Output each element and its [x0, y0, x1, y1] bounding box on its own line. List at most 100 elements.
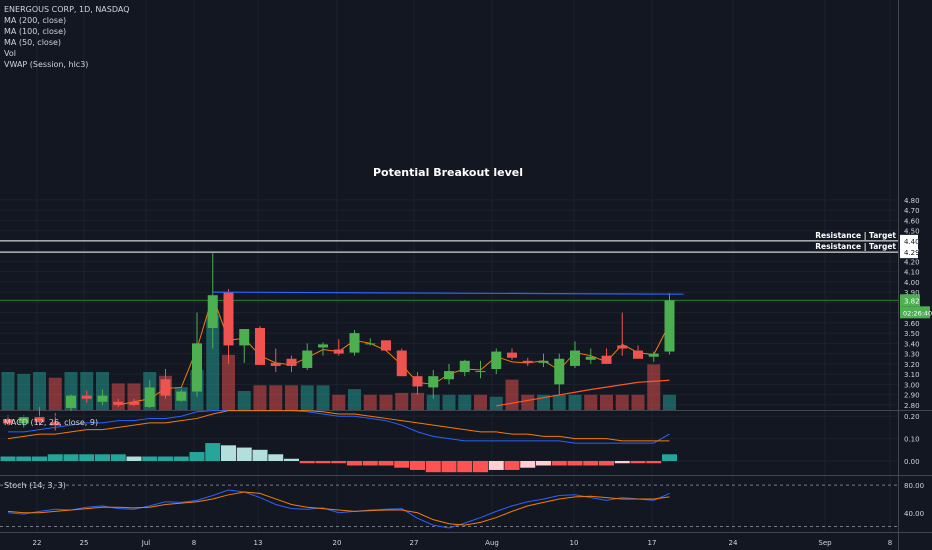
volume-bar	[332, 394, 346, 410]
time-tick-label: 20	[333, 539, 342, 547]
countdown-box	[900, 306, 930, 319]
candle-body	[223, 292, 234, 346]
time-tick-label: 8	[888, 539, 892, 547]
macd-histogram-bar	[236, 447, 252, 461]
candle-body	[522, 360, 533, 363]
macd-histogram-bar	[630, 461, 646, 464]
resistance-label: Resistance | Target	[815, 242, 896, 252]
macd-histogram-bar	[394, 461, 410, 468]
time-tick-label: 17	[648, 539, 657, 547]
candle-body	[459, 360, 470, 373]
price-tick-label: 2.90	[904, 392, 920, 400]
candle-body	[66, 395, 76, 408]
macd-histogram-bar	[331, 461, 347, 464]
legend-symbol: ENERGOUS CORP, 1D, NASDAQ	[4, 5, 130, 14]
candle-body	[664, 300, 675, 352]
volume-bar	[48, 377, 62, 410]
volume-bar	[552, 394, 566, 410]
candle-body	[365, 343, 376, 345]
candle-body	[34, 417, 45, 423]
macd-histogram-bar	[79, 454, 95, 461]
volume-bar	[127, 383, 141, 410]
volume-bar	[363, 394, 377, 410]
stoch-k-line	[7, 489, 670, 529]
macd-histogram-bar	[614, 461, 630, 464]
macd-histogram-bar	[16, 456, 32, 461]
resistance-label: Resistance | Target	[815, 231, 896, 241]
volume-bar	[426, 394, 440, 410]
candle-body	[239, 329, 250, 346]
price-tick-label: 2.80	[904, 402, 920, 410]
legend-vol: Vol	[4, 49, 16, 58]
macd-histogram-bar	[315, 461, 331, 464]
chart-legend: ENERGOUS CORP, 1D, NASDAQ MA (200, close…	[4, 4, 130, 70]
volume-bar	[442, 394, 456, 410]
candle-body	[192, 343, 202, 392]
macd-histogram-bar	[110, 454, 126, 461]
price-tick-label: 4.60	[904, 217, 920, 225]
candle-body	[129, 401, 139, 405]
breakout-label: Potential Breakout level	[373, 166, 523, 179]
macd-histogram-bar	[173, 456, 189, 461]
volume-bar	[395, 392, 409, 410]
macd-tick-label: 0.20	[904, 413, 920, 421]
time-tick-label: Jul	[141, 539, 151, 547]
candle-body	[255, 328, 265, 365]
breakout-trendline	[212, 291, 684, 295]
candle-body	[570, 350, 580, 366]
macd-histogram-bar	[299, 461, 315, 464]
macd-histogram-bar	[520, 461, 536, 468]
price-tick-label: 3.90	[904, 289, 920, 297]
time-tick-label: Sep	[818, 539, 832, 547]
macd-histogram-bar	[473, 461, 488, 473]
legend-vwap: VWAP (Session, hlc3)	[4, 60, 89, 69]
volume-bar	[300, 385, 314, 410]
macd-histogram-bar	[662, 454, 677, 461]
stoch-d-line	[7, 491, 670, 526]
volume-bar	[600, 394, 613, 410]
macd-histogram-bar	[504, 461, 520, 470]
resistance-price-box	[900, 246, 918, 259]
volume-bar	[631, 394, 645, 410]
last-price-box	[900, 294, 920, 307]
time-tick-label: 22	[33, 539, 42, 547]
macd-tick-label: 0.00	[904, 458, 920, 466]
volume-bar	[411, 392, 424, 410]
volume-bar	[222, 354, 235, 410]
candle-body	[633, 350, 643, 359]
volume-bar	[1, 372, 15, 410]
candle-body	[302, 350, 313, 368]
macd-histogram-bar	[488, 461, 504, 470]
candle-body	[412, 376, 423, 387]
time-tick-label: 25	[80, 539, 89, 547]
candle-body	[18, 417, 29, 424]
resistance-price-box	[900, 234, 918, 247]
volume-bar	[584, 394, 598, 410]
candle-body	[648, 353, 659, 357]
price-tick-label: 3.10	[904, 371, 920, 379]
candle-body	[50, 422, 61, 426]
macd-histogram-bar	[0, 456, 16, 461]
macd-histogram-bar	[378, 461, 394, 466]
price-tick-label: 4.70	[904, 207, 920, 215]
candle-body	[318, 344, 328, 348]
price-tick-label: 3.40	[904, 340, 920, 348]
macd-histogram-bar	[32, 456, 47, 461]
time-tick-label: 10	[570, 539, 579, 547]
macd-histogram-bar	[599, 461, 614, 466]
macd-histogram-bar	[126, 456, 142, 461]
time-tick-label: Aug	[485, 539, 499, 547]
macd-histogram-bar	[221, 445, 236, 461]
macd-histogram-bar	[362, 461, 378, 466]
candle-body	[81, 395, 92, 399]
candle-body	[349, 333, 360, 353]
candle-body	[286, 358, 297, 366]
time-tick-label: 24	[729, 539, 738, 547]
price-tick-label: 3.50	[904, 330, 920, 338]
volume-bar	[505, 379, 519, 410]
volume-bar	[489, 396, 503, 410]
candle-body	[491, 351, 502, 369]
macd-histogram-bar	[551, 461, 567, 466]
volume-bar	[647, 364, 661, 410]
